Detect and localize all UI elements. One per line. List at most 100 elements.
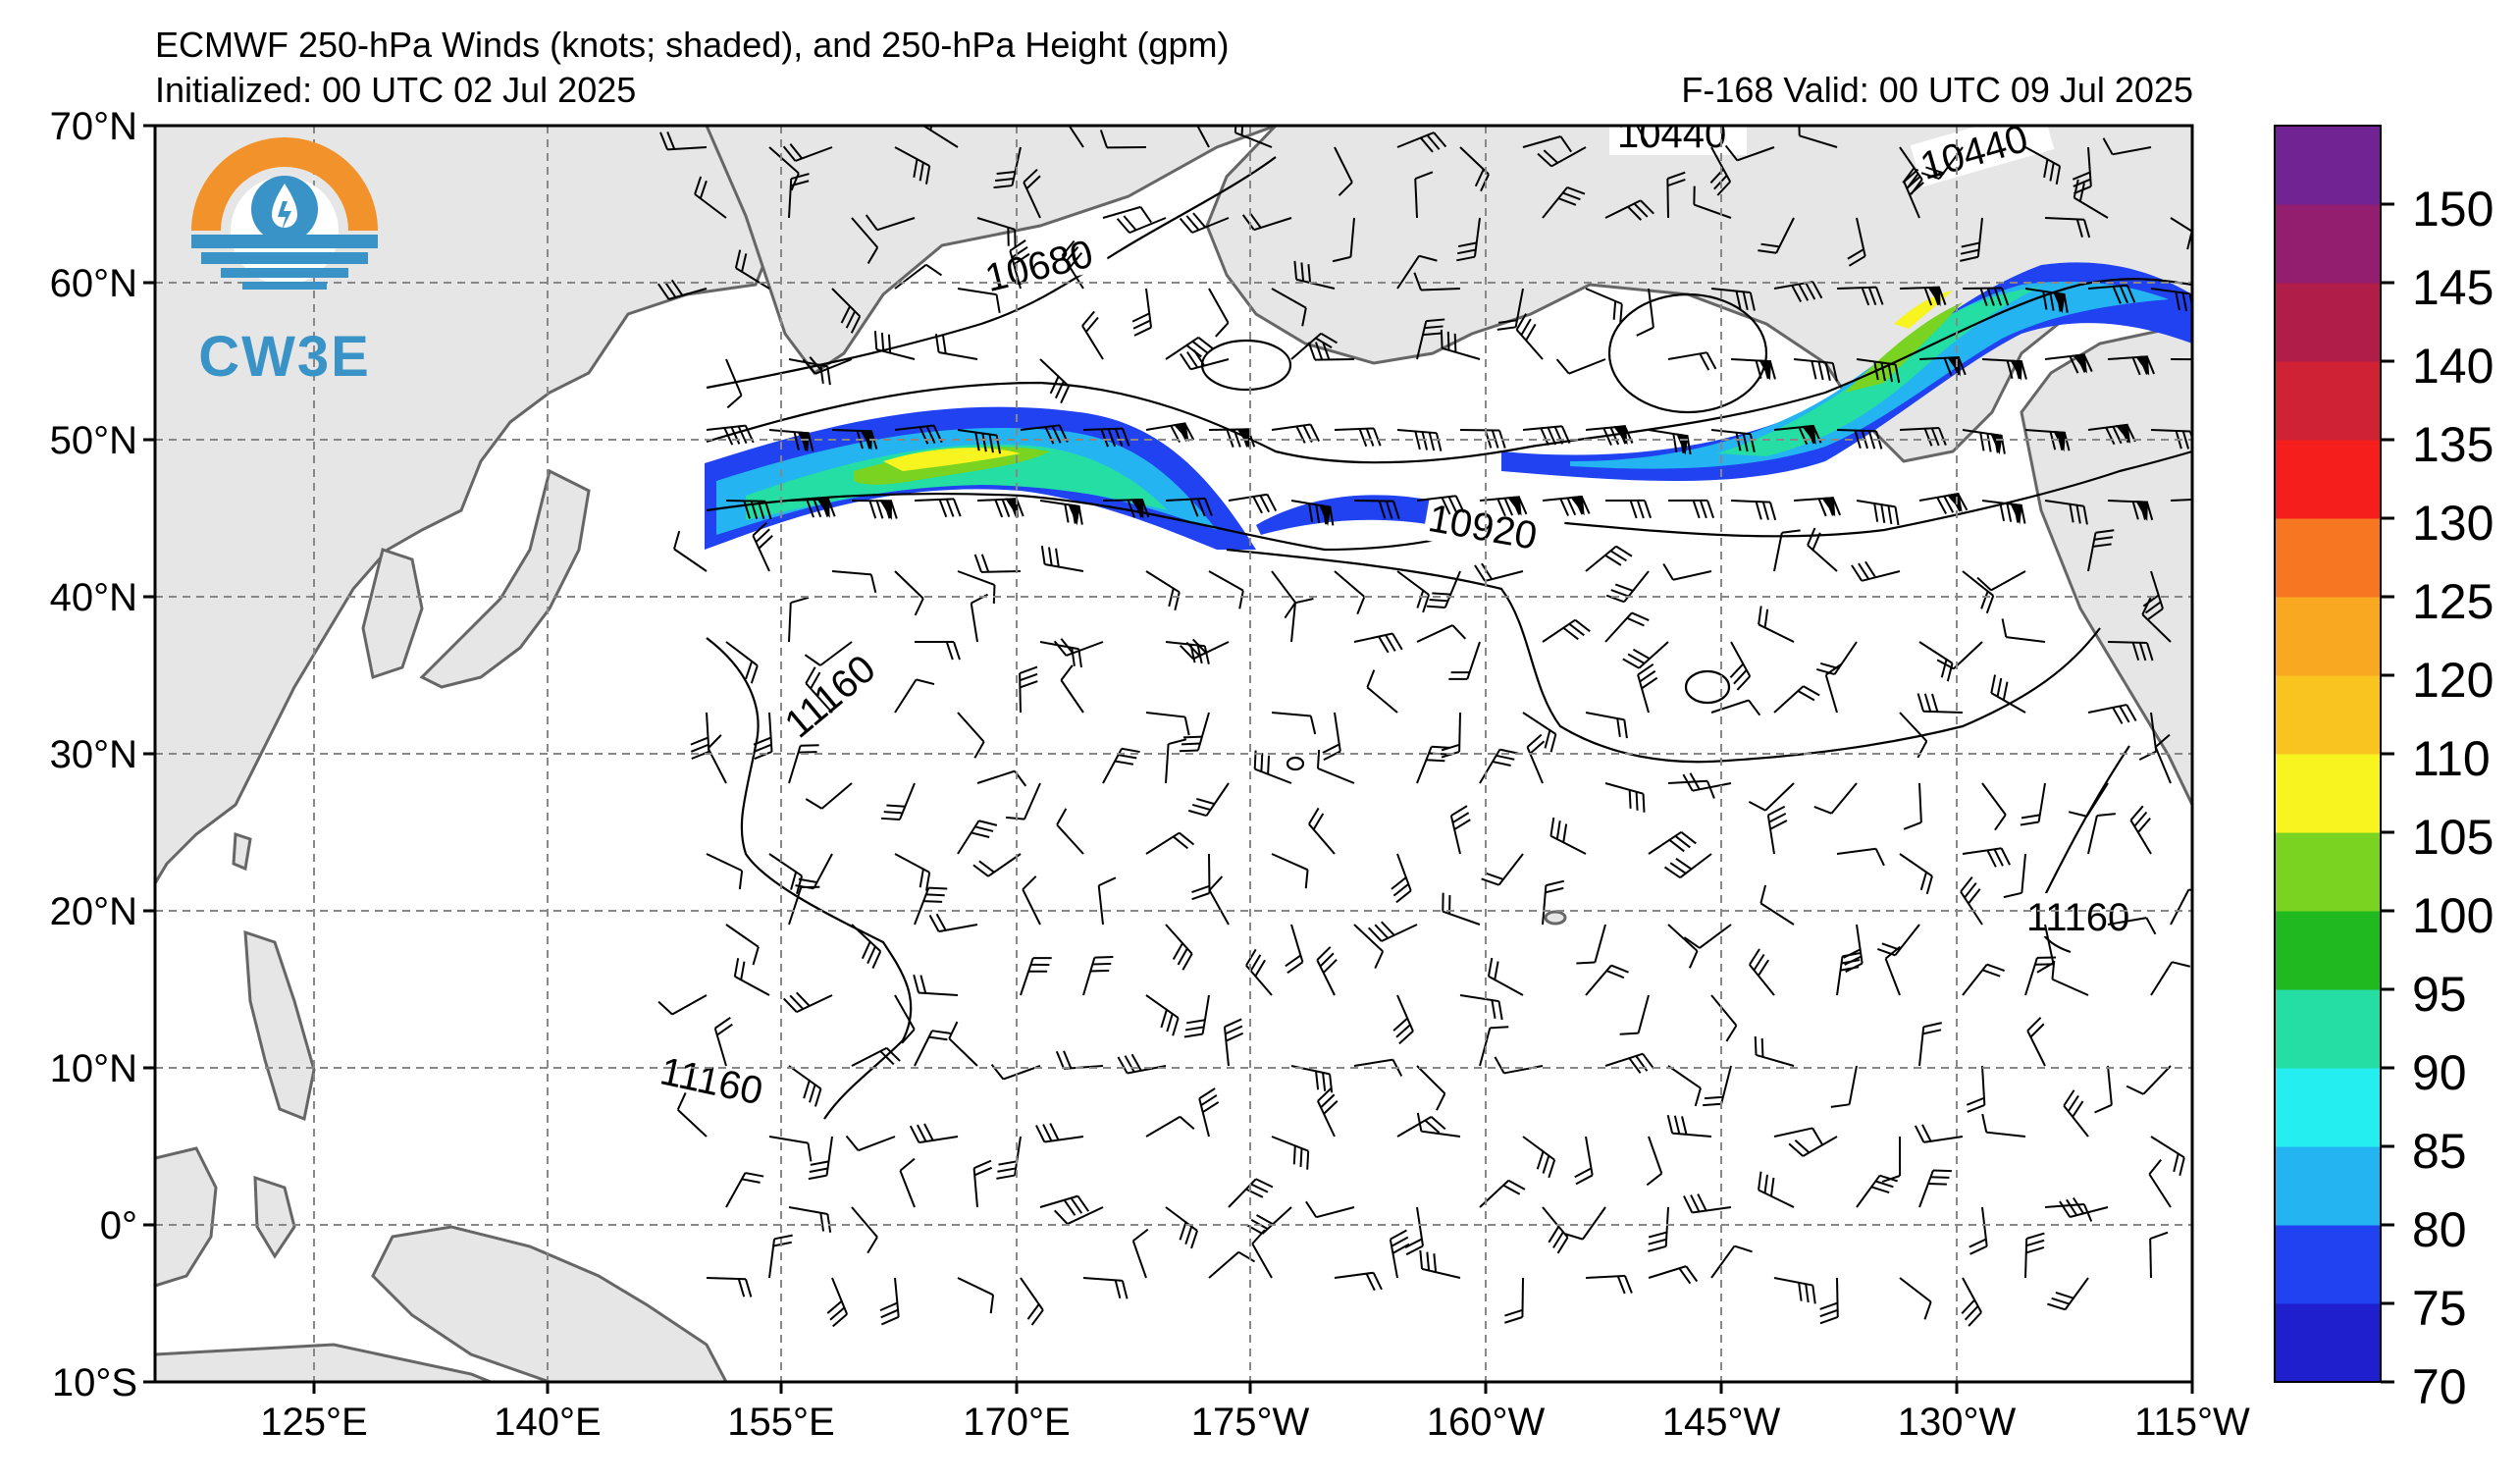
wind-barb-feather xyxy=(953,641,961,661)
wind-barb-feather xyxy=(1811,1285,1816,1304)
hawaii-island xyxy=(1544,910,1567,926)
wind-barb-shaft xyxy=(957,288,997,296)
wind-barb-feather xyxy=(1648,1238,1667,1245)
wind-barb-feather xyxy=(738,871,744,890)
wind-barb-shaft xyxy=(1396,255,1420,290)
wind-barb-feather xyxy=(1986,433,1992,452)
wind-barb-feather xyxy=(1515,313,1527,331)
wind-barb-feather xyxy=(1566,185,1586,195)
wind-barb-feather xyxy=(2193,235,2198,252)
wind-barb-feather xyxy=(1605,970,1625,980)
wind-barb-shaft xyxy=(1097,885,1104,926)
wind-barb-feather xyxy=(1803,685,1820,697)
jet-west-max xyxy=(883,448,1021,471)
wind-barb-feather xyxy=(1395,1024,1411,1038)
wind-barb-feather xyxy=(805,666,816,684)
wind-barb-shaft xyxy=(948,1037,978,1067)
wind-barb-feather xyxy=(1063,1199,1076,1216)
wind-barb-feather xyxy=(1179,217,1193,234)
wind-barb-feather xyxy=(690,743,709,753)
wind-barb-feather xyxy=(1320,332,1339,344)
wind-barb-feather xyxy=(1610,964,1629,974)
wind-barb-feather xyxy=(2049,291,2055,311)
wind-barb-feather xyxy=(2067,1094,2079,1112)
wind-barb-feather xyxy=(887,334,892,353)
wind-barb-feather xyxy=(1198,1087,1216,1100)
wind-barb-feather xyxy=(1202,1101,1220,1114)
wind-barb-feather xyxy=(995,435,1002,454)
wind-barb-feather xyxy=(772,1241,792,1247)
wind-barb-feather xyxy=(2026,1017,2042,1032)
wind-barb-pennant xyxy=(2115,423,2131,445)
wind-barb-pennant xyxy=(1068,503,1080,526)
wind-barb-feather xyxy=(1173,835,1189,850)
wind-barb-feather xyxy=(1322,958,1338,974)
wind-barb-shaft xyxy=(1251,1243,1273,1279)
wind-barb-shaft xyxy=(2154,746,2172,784)
wind-barb-feather xyxy=(978,860,995,874)
wind-barb-feather xyxy=(1391,1236,1409,1247)
wind-barb-feather xyxy=(2072,1100,2084,1118)
wind-barb-feather xyxy=(1187,809,1207,818)
wind-barb-feather xyxy=(1920,172,1940,181)
contour-11160-east xyxy=(1226,548,2101,764)
wind-barb-feather xyxy=(758,535,773,550)
wind-barb-feather xyxy=(1338,182,1353,196)
wind-barb-feather xyxy=(1545,886,1564,894)
wind-barb-feather xyxy=(1307,342,1316,360)
wind-barb-feather xyxy=(1667,178,1686,187)
wind-barb-feather xyxy=(819,364,824,384)
wind-barb-feather xyxy=(1811,360,1817,380)
lon-label-125e: 125°E xyxy=(260,1401,367,1444)
wind-barb-feather xyxy=(1870,1186,1890,1194)
wind-barb-feather xyxy=(1931,693,1939,713)
wind-barb-feather xyxy=(1322,743,1340,754)
wind-barb-feather xyxy=(1964,882,1977,899)
wind-barb-shaft xyxy=(725,500,766,503)
wind-barb-feather xyxy=(666,131,676,150)
wind-barb-feather xyxy=(1678,1267,1692,1285)
wind-barb-shaft xyxy=(2170,499,2192,502)
wind-barb-shaft xyxy=(2149,1238,2152,1279)
wind-barb-feather xyxy=(914,598,924,616)
wind-barb-feather xyxy=(2075,219,2083,238)
wind-barb-feather xyxy=(1980,591,1989,609)
wind-barb-feather xyxy=(941,335,947,354)
wind-barb-shaft xyxy=(2141,613,2172,643)
wind-barb-feather xyxy=(1254,959,1266,978)
wind-barb-feather xyxy=(1694,1087,1702,1107)
wind-barb-feather xyxy=(1894,506,1900,526)
wind-barb-shaft xyxy=(1667,1065,1702,1089)
wind-barb-feather xyxy=(1706,500,1715,519)
wind-barb-feather xyxy=(754,750,772,760)
wind-barb-feather xyxy=(1285,954,1301,968)
wind-barb-feather xyxy=(1374,924,1390,939)
wind-barb-feather xyxy=(1879,1174,1898,1183)
wind-barb-feather xyxy=(901,1029,916,1044)
wind-barb-feather xyxy=(1092,962,1112,966)
colorbar-swatch xyxy=(2275,754,2381,833)
wind-barb-feather xyxy=(1494,961,1499,980)
wind-barb-feather xyxy=(1921,1124,1932,1142)
wind-barb-feather xyxy=(1391,1243,1410,1254)
wind-barb-feather xyxy=(916,678,935,686)
wind-barb-feather xyxy=(1498,319,1518,324)
wind-barb-feather xyxy=(890,501,898,519)
wind-barb-shaft xyxy=(1830,782,1858,815)
wind-barb-feather xyxy=(1884,945,1901,960)
wind-barb-feather xyxy=(1373,428,1382,447)
wind-barb-shaft xyxy=(1317,768,1355,784)
axis-ticks xyxy=(143,124,2194,1394)
lon-label-140e: 140°E xyxy=(494,1401,601,1444)
wind-barb-feather xyxy=(2172,961,2191,968)
wind-barb-feather xyxy=(2129,805,2144,821)
wind-barb-feather xyxy=(972,864,989,877)
wind-barb-feather xyxy=(1874,848,1885,867)
wind-barb-shaft xyxy=(1899,1277,1932,1303)
wind-barb-shaft xyxy=(1102,205,1141,219)
wind-barb-feather xyxy=(1916,693,1924,713)
wind-barb-feather xyxy=(1056,808,1068,825)
wind-barb-feather xyxy=(1356,596,1366,614)
wind-barb-feather xyxy=(1842,951,1862,958)
wind-barb-shaft xyxy=(2006,636,2046,643)
